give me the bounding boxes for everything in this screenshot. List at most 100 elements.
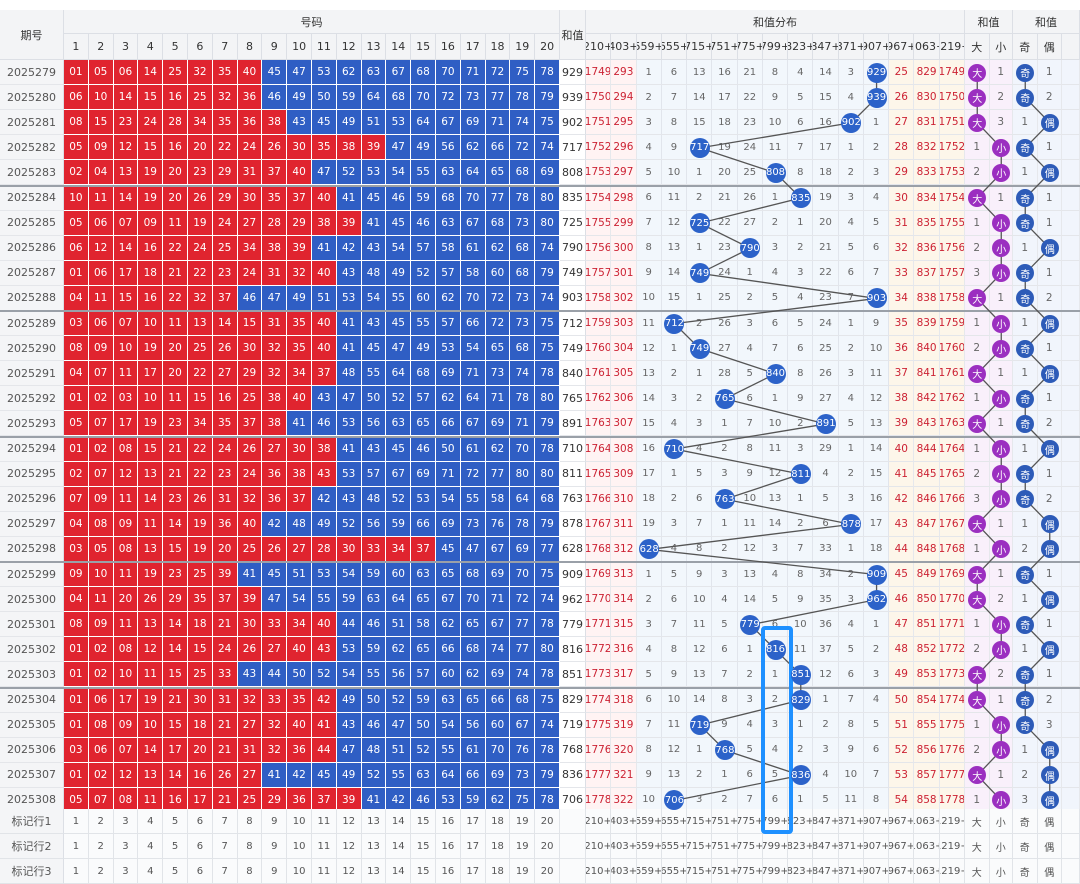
dist-missing-value: 9 [636,260,662,286]
odd-ball: 奇 [1016,138,1035,157]
dist-missing-value: 27 [712,336,738,362]
small-cell: 2 [989,85,1013,111]
count-403: 305 [611,361,637,387]
dist-missing-value: 2 [661,486,688,512]
drawn-number: 36 [237,85,263,111]
drawn-number: 46 [411,436,436,462]
drawn-number: 58 [485,486,511,512]
drawn-number: 15 [88,110,114,136]
dist-missing-value: 829 [914,60,940,86]
dist-missing-value: 22 [737,85,763,111]
dist-missing-value: 845 [914,461,940,487]
drawn-number: 79 [535,511,560,537]
drawn-number: 41 [361,210,387,236]
dist-col-header: 907+ [863,34,890,60]
dist-missing-value: 1766 [939,486,965,512]
dist-missing-value: 11 [661,185,688,211]
big-cell: 2 [965,461,990,487]
even-cell: 1 [1037,135,1062,161]
drawn-number: 56 [361,411,387,437]
drawn-number: 16 [138,285,164,311]
drawn-number: 07 [88,461,114,487]
number-col-header: 14 [386,34,412,60]
drawn-number: 19 [188,210,213,236]
drawn-number: 74 [535,235,560,261]
drawn-number: 49 [411,135,436,161]
dist-missing-value: 1757 [939,260,965,286]
dist-missing-value: 12 [863,386,890,412]
drawn-number: 25 [212,235,238,261]
drawn-number: 32 [262,336,288,362]
dist-missing-value: 14 [762,511,789,537]
drawn-number: 25 [188,85,213,111]
dist-missing-value: 11 [636,311,662,337]
dist-missing-value: 38 [889,386,915,412]
drawn-number: 69 [411,461,436,487]
dist-missing-value: 3 [762,235,789,261]
dist-col-header: 775+ [737,34,763,60]
drawn-number: 14 [113,85,139,111]
drawn-number: 73 [510,311,536,337]
dist-missing-value: 14 [863,436,890,462]
dist-missing-value: 836 [914,235,940,261]
drawn-number: 01 [64,260,89,286]
number-col-header: 19 [510,34,536,60]
drawn-number: 65 [485,336,511,362]
dist-missing-value: 27 [737,210,763,236]
drawn-number: 71 [460,361,486,387]
sum-value: 840 [560,361,586,387]
drawn-number: 37 [287,486,312,512]
dist-missing-value: 844 [914,436,940,462]
odd-cell: 1 [1013,235,1038,261]
drawn-number: 49 [312,511,337,537]
drawn-number: 28 [262,210,288,236]
dist-col-header: 823+ [788,34,814,60]
drawn-number: 57 [411,386,436,412]
drawn-number: 71 [436,461,461,487]
number-col-header: 18 [485,34,511,60]
drawn-number: 11 [113,486,139,512]
drawn-number: 69 [436,361,461,387]
drawn-number: 55 [361,361,387,387]
dist-missing-value: 846 [914,486,940,512]
number-col-header: 12 [336,34,362,60]
drawn-number: 60 [411,285,436,311]
drawn-number: 19 [188,511,213,537]
drawn-number: 63 [361,60,387,86]
dist-missing-value: 23 [737,110,763,136]
small-ball: 小 [992,615,1011,634]
small-ball: 小 [992,339,1011,358]
sum-ball: 712 [664,313,685,334]
drawn-number: 45 [361,185,387,211]
drawn-number: 53 [312,60,337,86]
dist-missing-value: 3 [661,511,688,537]
sum-value: 902 [560,110,586,136]
even-ball: 偶 [1040,766,1059,785]
dist-missing-value: 15 [661,285,688,311]
drawn-number: 43 [361,311,387,337]
drawn-number: 19 [138,411,164,437]
drawn-number: 59 [386,511,412,537]
drawn-number: 22 [188,436,213,462]
even-cell: 1 [1037,60,1062,86]
drawn-number: 12 [88,235,114,261]
drawn-number: 79 [535,411,560,437]
drawn-number: 35 [212,411,238,437]
drawn-number: 78 [510,511,536,537]
drawn-number: 09 [88,336,114,362]
drawn-number: 48 [336,361,362,387]
dist-missing-value: 3 [838,361,864,387]
drawn-number: 41 [336,436,362,462]
drawn-number: 80 [535,386,560,412]
dist-missing-value: 841 [914,361,940,387]
even-cell: 1 [1037,461,1062,487]
dist-missing-value: 3 [788,260,814,286]
drawn-number: 46 [386,185,412,211]
count-210: 1750 [586,85,612,111]
drawn-number: 13 [138,461,164,487]
dist-missing-value: 3 [712,461,738,487]
drawn-number: 70 [510,436,536,462]
drawn-number: 22 [188,260,213,286]
drawn-number: 14 [163,511,188,537]
dist-col-header: 799+ [762,34,789,60]
